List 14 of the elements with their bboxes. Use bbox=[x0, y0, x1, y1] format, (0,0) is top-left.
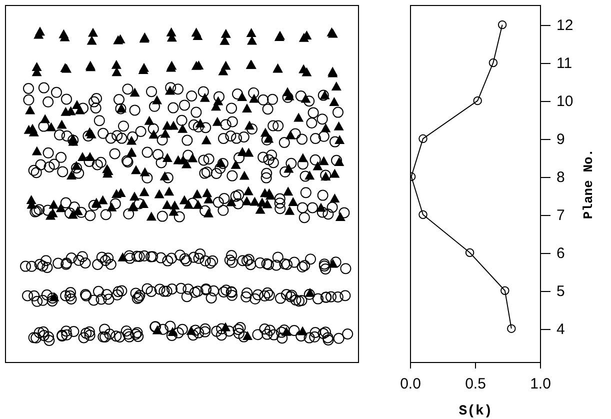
y-tick-label: 5 bbox=[556, 283, 565, 300]
y-tick-label: 7 bbox=[556, 207, 565, 224]
y-tick-label: 4 bbox=[556, 321, 565, 338]
y-axis-title: Plane No. bbox=[581, 148, 596, 220]
x-tick-label: 0.0 bbox=[400, 376, 421, 392]
y-tick-label: 8 bbox=[556, 169, 565, 186]
y-tick-label: 9 bbox=[556, 131, 565, 148]
x-axis-title: S(k) bbox=[458, 404, 492, 419]
y-tick-label: 11 bbox=[556, 55, 572, 72]
y-tick-label: 10 bbox=[556, 93, 574, 110]
y-tick-label: 12 bbox=[556, 17, 574, 34]
x-tick-label: 1.0 bbox=[530, 376, 551, 392]
x-tick-label: 0.5 bbox=[465, 376, 486, 392]
y-tick-label: 6 bbox=[556, 245, 565, 262]
